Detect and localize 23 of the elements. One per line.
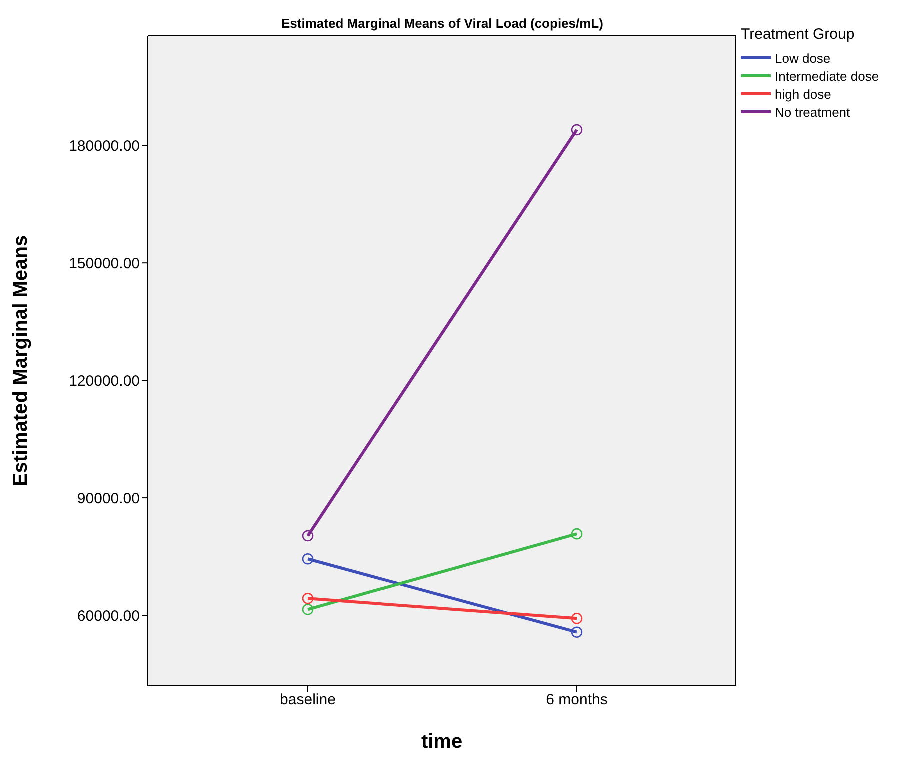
point <box>302 553 314 565</box>
y-tick-label: 150000.00 <box>69 255 140 272</box>
y-tick-label: 60000.00 <box>77 608 140 625</box>
y-tick-label: 90000.00 <box>77 490 140 508</box>
point <box>302 604 314 616</box>
legend-title: Treatment Group <box>741 26 856 43</box>
legend-label: No treatment <box>775 104 850 120</box>
legend-label: high dose <box>775 86 832 102</box>
x-tick-label: 6 months <box>546 692 608 709</box>
legend-label: Low dose <box>775 50 831 66</box>
point <box>571 626 583 638</box>
point <box>571 613 583 624</box>
x-tick-label: baseline <box>280 692 336 709</box>
legend-label: Intermediate dose <box>775 68 880 84</box>
x-axis-title: time <box>421 731 463 753</box>
y-axis-title: Estimated Marginal Means <box>10 235 32 487</box>
point <box>302 530 314 542</box>
point <box>571 528 583 540</box>
point <box>302 593 314 604</box>
point <box>571 124 583 136</box>
chart-title: Estimated Marginal Means of Viral Load (copies/mL) <box>280 16 604 31</box>
y-tick-label: 120000.00 <box>69 372 140 390</box>
y-tick-label: 180000.00 <box>69 138 140 155</box>
